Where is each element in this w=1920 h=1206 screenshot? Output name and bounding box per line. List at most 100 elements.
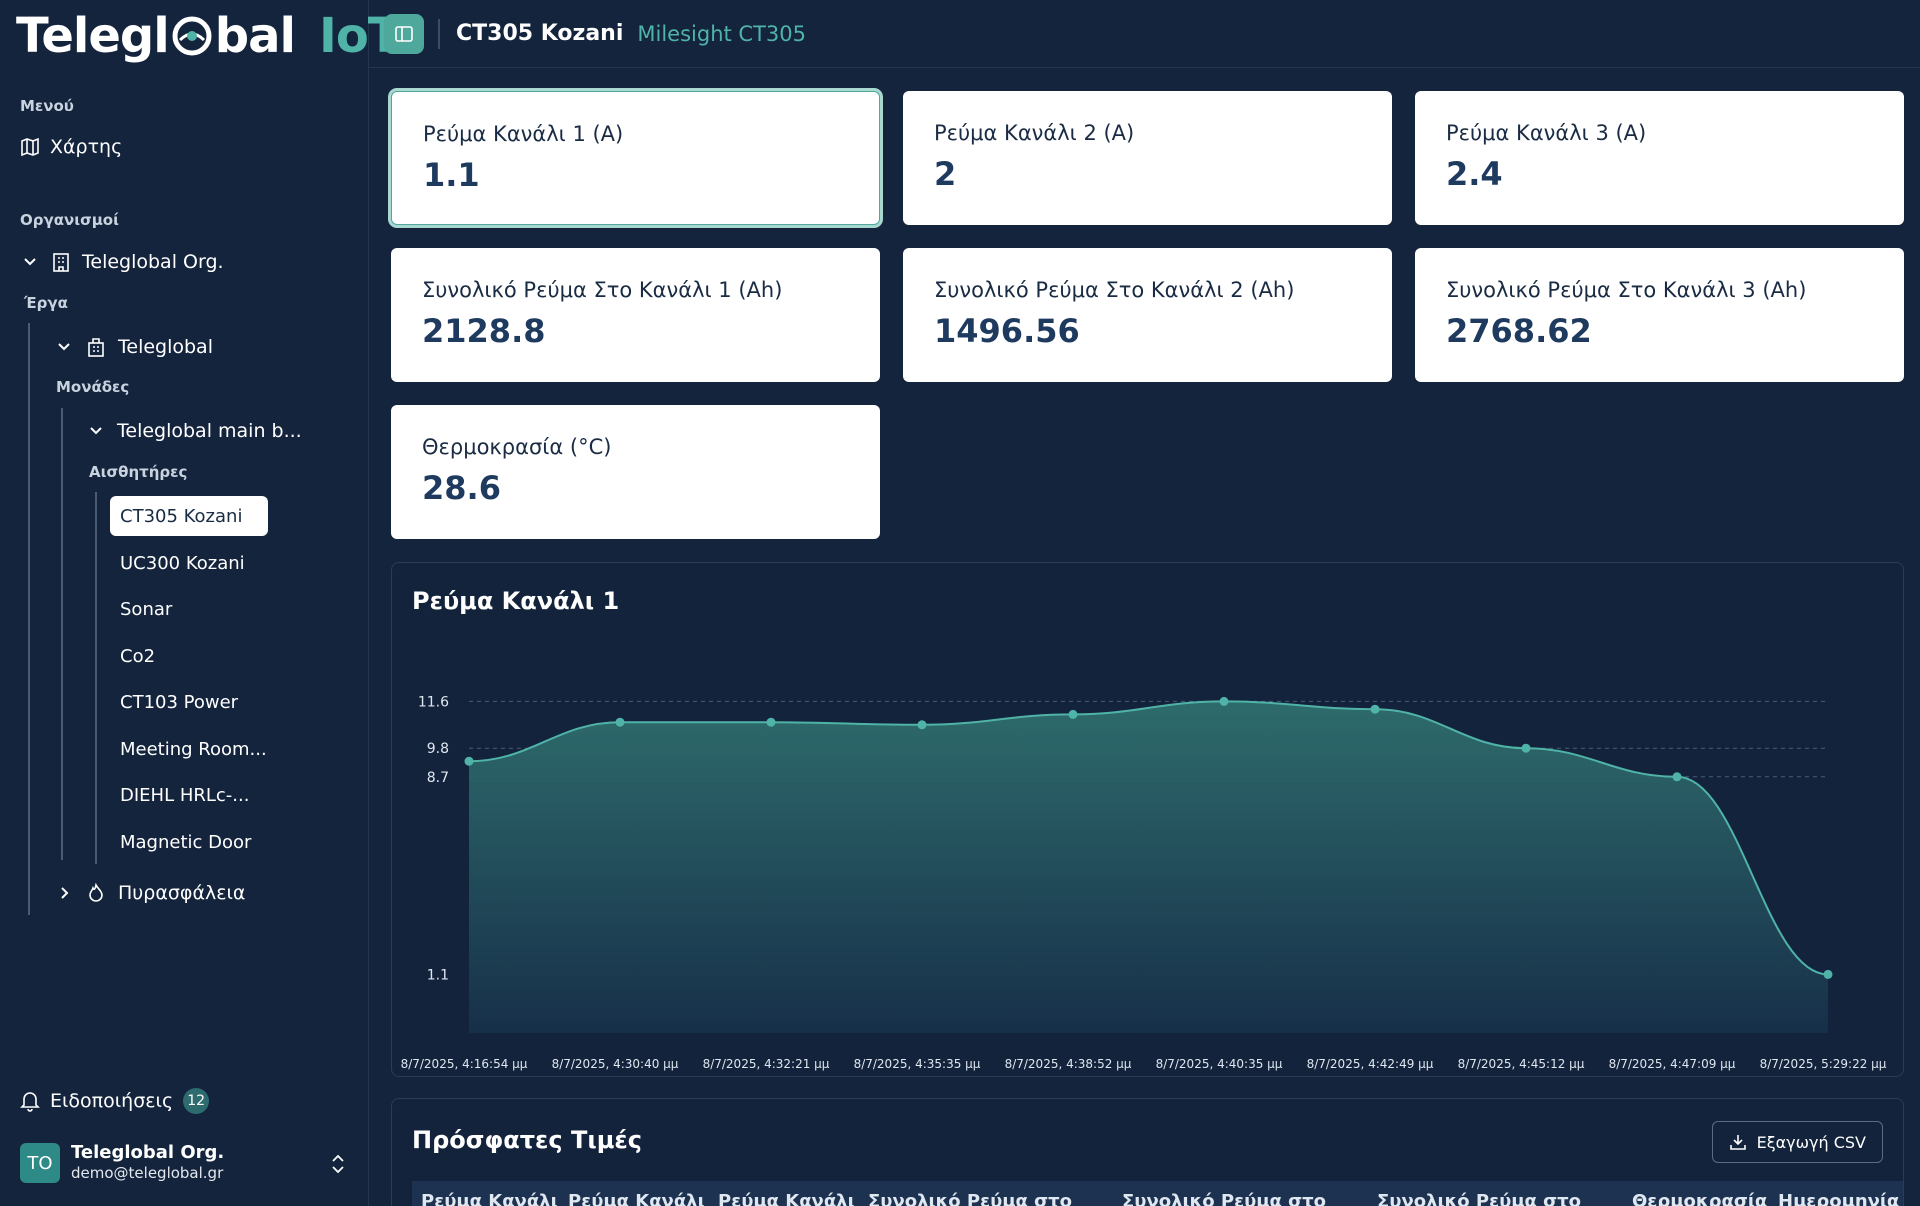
metric-card-value: 1496.56 [934,312,1080,350]
sensor-item[interactable]: CT103 Power [120,691,239,713]
sidebar-toggle-button[interactable] [384,13,424,54]
user-email: demo@teleglobal.gr [71,1164,224,1182]
sidebar-item-map-label: Χάρτης [50,136,123,158]
chart-title: Ρεύμα Κανάλι 1 [412,587,620,615]
data-point[interactable] [1823,969,1833,979]
tree-item-project[interactable]: Teleglobal [54,336,213,358]
notifications-button[interactable]: Ειδοποιήσεις 12 [20,1088,210,1114]
sensor-item[interactable]: UC300 Kozani [120,552,245,574]
metric-card[interactable]: Ρεύμα Κανάλι 1 (A) 1.1 [391,91,880,225]
metric-card-label: Ρεύμα Κανάλι 3 (A) [1446,121,1647,145]
y-tick-label: 1.1 [427,967,449,983]
tree-item-org-label: Teleglobal Org. [82,251,224,273]
table-column-header[interactable]: Ρεύμα Κανάλι [421,1191,558,1206]
metric-card-value: 28.6 [422,469,501,507]
data-point[interactable] [464,756,474,766]
sensor-item[interactable]: Meeting Room... [120,738,267,760]
data-point[interactable] [1219,696,1229,706]
data-point[interactable] [1521,743,1531,753]
data-point[interactable] [615,717,625,727]
data-point[interactable] [1068,709,1078,719]
bell-icon [20,1092,40,1112]
projects-section-label: Έργα [24,294,68,312]
table-header: Ρεύμα Κανάλι Ρεύμα Κανάλι Ρεύμα Κανάλι Σ… [412,1181,1903,1206]
export-csv-label: Εξαγωγή CSV [1756,1132,1866,1152]
table-column-header[interactable]: Συνολικό Ρεύμα στο [1122,1191,1327,1206]
metric-card[interactable]: Συνολικό Ρεύμα Στο Κανάλι 1 (Ah) 2128.8 [391,248,880,382]
menu-section-label: Μενού [20,97,74,115]
orgs-section-label: Οργανισμοί [20,211,119,229]
table-column-header[interactable]: Ρεύμα Κανάλι [718,1191,855,1206]
recent-values-title: Πρόσφατες Τιμές [412,1126,642,1154]
logo-text-1: Telegl [16,8,170,64]
globe-icon [172,16,212,56]
sensor-item[interactable]: Magnetic Door [120,831,252,853]
metric-card-value: 2768.62 [1446,312,1592,350]
metric-card-label: Θερμοκρασία (°C) [422,435,612,459]
y-tick-label: 9.8 [427,741,449,757]
tree-guide-line [28,323,30,915]
sensor-item[interactable]: Co2 [120,645,156,667]
series-area-fill [469,701,1828,1033]
notifications-count-badge: 12 [183,1088,210,1114]
chart-panel: Ρεύμα Κανάλι 1 11.6 9.8 8.7 1.1 8/7/2025, 4… [391,562,1904,1077]
tree-item-fire-safety[interactable]: Πυρασφάλεια [54,882,245,904]
area-chart[interactable]: 11.6 9.8 8.7 1.1 8/7/2025, 4:16:54 μμ 8/7/20… [392,563,1905,1078]
x-tick-label: 8/7/2025, 4:32:21 μμ [703,1057,830,1071]
units-section-label: Μονάδες [56,378,130,396]
tree-item-org[interactable]: Teleglobal Org. [20,251,224,273]
table-column-header[interactable]: Συνολικό Ρεύμα στο [1377,1191,1582,1206]
app-logo[interactable]: Telegl bal IoT [16,4,401,68]
metric-card[interactable]: Θερμοκρασία (°C) 28.6 [391,405,880,539]
metric-card-label: Συνολικό Ρεύμα Στο Κανάλι 2 (Ah) [934,278,1295,302]
sensor-item[interactable]: CT305 Kozani [110,496,268,536]
user-menu[interactable]: TO Teleglobal Org. demo@teleglobal.gr [20,1143,224,1183]
x-tick-label: 8/7/2025, 4:42:49 μμ [1307,1057,1434,1071]
recent-values-panel: Πρόσφατες Τιμές Εξαγωγή CSV Ρεύμα Κανάλι… [391,1098,1904,1206]
x-tick-label: 8/7/2025, 4:40:35 μμ [1156,1057,1283,1071]
sidebar-item-map[interactable]: Χάρτης [20,136,122,158]
metric-card-value: 2128.8 [422,312,546,350]
export-csv-button[interactable]: Εξαγωγή CSV [1711,1121,1883,1163]
data-point[interactable] [766,717,776,727]
metric-card-label: Ρεύμα Κανάλι 1 (A) [423,122,624,146]
metric-card-value: 1.1 [423,156,480,194]
table-column-header[interactable]: Ρεύμα Κανάλι [568,1191,705,1206]
metric-card[interactable]: Συνολικό Ρεύμα Στο Κανάλι 3 (Ah) 2768.62 [1415,248,1904,382]
data-point[interactable] [1672,772,1682,782]
chevron-up-down-icon[interactable] [329,1153,347,1175]
chevron-down-icon [90,427,102,435]
metric-card[interactable]: Ρεύμα Κανάλι 3 (A) 2.4 [1415,91,1904,225]
sensor-item[interactable]: Sonar [120,598,173,620]
chevron-right-icon [61,887,69,899]
sidebar: Telegl bal IoT Μενού Χάρτης Οργανισμοί Te… [0,0,401,1206]
y-tick-label: 11.6 [418,694,449,710]
y-tick-label: 8.7 [427,770,449,786]
table-column-header[interactable]: Ημερομηνία κα [1778,1191,1903,1206]
sensor-item[interactable]: DIEHL HRLc-... [120,784,250,806]
metric-card-label: Ρεύμα Κανάλι 2 (A) [934,121,1135,145]
x-tick-label: 8/7/2025, 4:16:54 μμ [401,1057,528,1071]
logo-text-2: bal [214,8,296,64]
data-point[interactable] [1370,704,1380,714]
table-column-header[interactable]: Συνολικό Ρεύμα στο [868,1191,1073,1206]
tree-item-fire-safety-label: Πυρασφάλεια [118,882,246,904]
sidebar-toggle-icon [395,25,413,42]
top-bar: CT305 Kozani Milesight CT305 [369,0,1920,68]
building-icon [53,253,69,272]
tree-guide-line [61,408,63,860]
metric-card-label: Συνολικό Ρεύμα Στο Κανάλι 1 (Ah) [422,278,783,302]
metric-card[interactable]: Ρεύμα Κανάλι 2 (A) 2 [903,91,1392,225]
user-org-name: Teleglobal Org. [71,1142,225,1163]
notifications-label: Ειδοποιήσεις [50,1090,174,1112]
x-tick-label: 8/7/2025, 4:47:09 μμ [1609,1057,1736,1071]
building-icon [88,338,104,357]
data-point[interactable] [917,720,927,730]
table-column-header[interactable]: Θερμοκρασία [1632,1191,1768,1206]
avatar: TO [20,1143,60,1183]
metric-card-value: 2.4 [1446,155,1503,193]
tree-item-unit[interactable]: Teleglobal main b... [86,420,302,442]
metric-card[interactable]: Συνολικό Ρεύμα Στο Κανάλι 2 (Ah) 1496.56 [903,248,1392,382]
x-tick-label: 8/7/2025, 5:29:22 μμ [1760,1057,1887,1071]
tree-guide-line [95,492,97,864]
